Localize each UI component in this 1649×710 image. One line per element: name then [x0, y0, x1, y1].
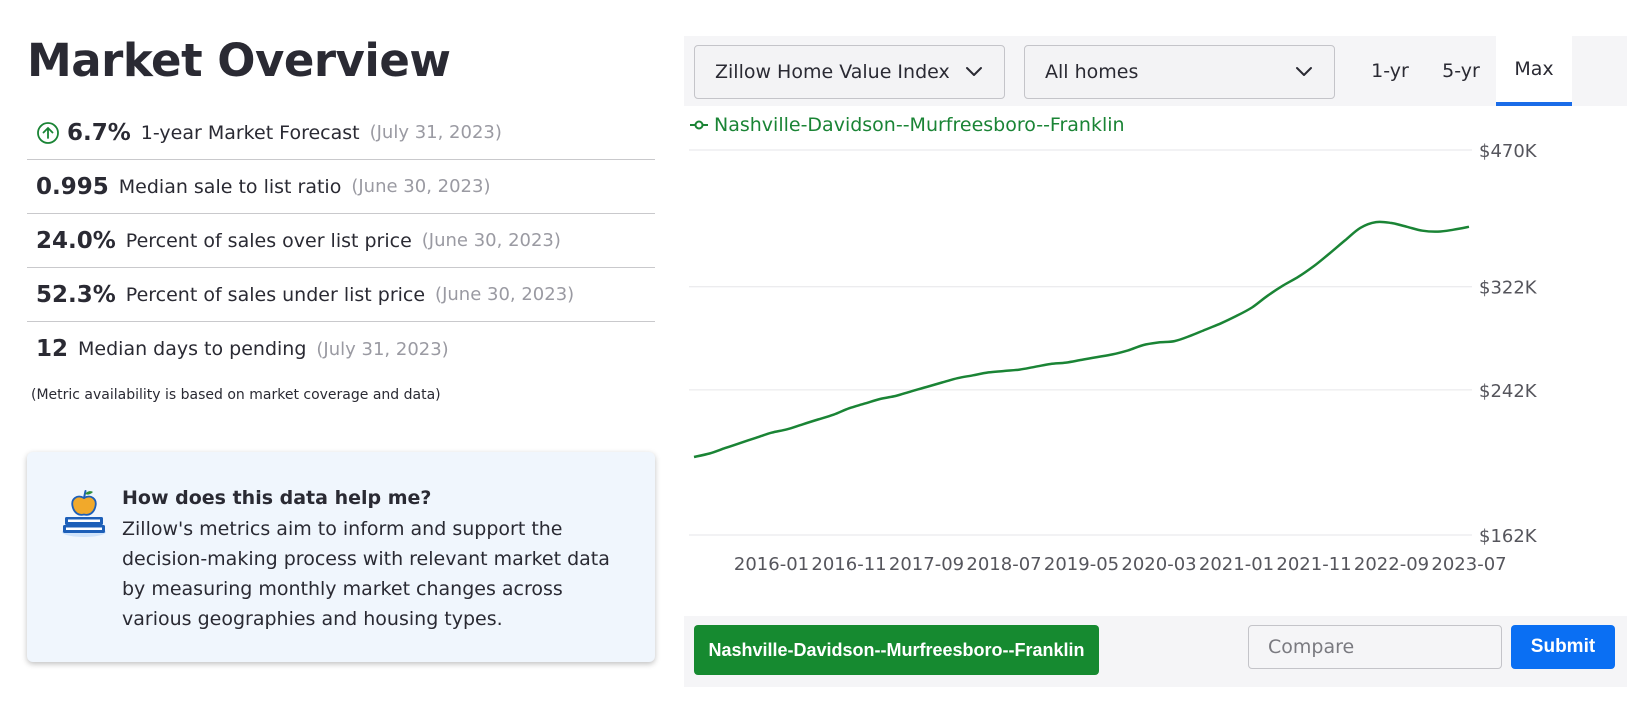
metric-label: Percent of sales under list price [125, 283, 426, 306]
help-title: How does this data help me? [122, 487, 432, 509]
metric-label: Median sale to list ratio [118, 175, 342, 198]
x-tick-label: 2020-03 [1121, 554, 1196, 575]
home-type-select[interactable]: All homes [1024, 45, 1335, 99]
home-value-line-chart: $162K $242K $322K $470K 2016-01 2016-11 2017-0… [689, 141, 1538, 575]
x-tick-label: 2016-01 [734, 554, 809, 575]
x-tick-label: 2023-07 [1431, 554, 1506, 575]
metric-label: Percent of sales over list price [125, 229, 412, 252]
metric-footnote: (Metric availability is based on market … [31, 387, 441, 403]
metric-value: 6.7% [67, 119, 131, 146]
apple-on-books-icon [62, 490, 106, 537]
metric-date: (July 31, 2023) [369, 122, 502, 143]
metric-row-under-list: 52.3% Percent of sales under list price … [27, 268, 655, 322]
metric-value: 12 [36, 336, 69, 362]
x-tick-label: 2021-01 [1199, 554, 1274, 575]
arrow-up-circle-icon [37, 121, 59, 144]
chevron-down-icon [966, 67, 982, 76]
series-line-0[interactable] [693, 220, 1470, 459]
metric-value: 0.995 [36, 173, 109, 200]
x-tick-label: 2016-11 [811, 554, 886, 575]
metrics-list: 6.7% 1-year Market Forecast (July 31, 20… [27, 106, 655, 376]
page-title: Market Overview [27, 34, 451, 87]
y-tick-label: $242K [1479, 381, 1538, 402]
metric-row-forecast: 6.7% 1-year Market Forecast (July 31, 20… [27, 106, 655, 160]
x-tick-label: 2017-09 [889, 554, 964, 575]
metric-select[interactable]: Zillow Home Value Index [694, 45, 1005, 99]
y-tick-label: $162K [1479, 526, 1538, 547]
compare-bar: Nashville-Davidson--Murfreesboro--Frankl… [684, 616, 1627, 687]
range-tab-5yr[interactable]: 5-yr [1442, 60, 1480, 82]
metric-select-value: Zillow Home Value Index [715, 61, 950, 83]
range-tab-max[interactable]: Max [1496, 36, 1572, 106]
chart-area: $162K $242K $322K $470K 2016-01 2016-11 2017-0… [684, 106, 1627, 616]
metric-label: 1-year Market Forecast [140, 121, 360, 144]
metric-value: 52.3% [36, 281, 116, 308]
metric-value: 24.0% [36, 227, 116, 254]
x-tick-label: 2022-09 [1354, 554, 1429, 575]
chart-legend[interactable]: Nashville-Davidson--Murfreesboro--Frankl… [690, 114, 1125, 136]
metric-label: Median days to pending [78, 338, 307, 360]
chevron-down-icon [1296, 67, 1312, 76]
legend-series-label: Nashville-Davidson--Murfreesboro--Frankl… [714, 114, 1125, 136]
chart-controls-bar: Zillow Home Value Index All homes 1-yr 5… [684, 36, 1627, 106]
metric-date: (June 30, 2023) [435, 284, 575, 305]
metric-row-sale-to-list: 0.995 Median sale to list ratio (June 30… [27, 160, 655, 214]
help-body: Zillow's metrics aim to inform and suppo… [122, 518, 610, 630]
compare-input[interactable] [1248, 625, 1502, 669]
help-card: How does this data help me? Zillow's met… [27, 452, 655, 662]
metric-row-days-to-pending: 12 Median days to pending (July 31, 2023… [27, 322, 655, 376]
x-tick-label: 2019-05 [1044, 554, 1119, 575]
x-tick-label: 2018-07 [966, 554, 1041, 575]
range-tab-1yr[interactable]: 1-yr [1371, 60, 1409, 82]
y-tick-label: $322K [1479, 278, 1538, 299]
submit-button[interactable]: Submit [1511, 625, 1615, 669]
chart-panel: Zillow Home Value Index All homes 1-yr 5… [684, 36, 1627, 687]
metric-date: (June 30, 2023) [421, 230, 561, 251]
region-chip[interactable]: Nashville-Davidson--Murfreesboro--Frankl… [694, 625, 1099, 675]
y-tick-label: $470K [1479, 141, 1538, 162]
home-type-select-value: All homes [1045, 61, 1139, 83]
metric-date: (July 31, 2023) [316, 338, 449, 360]
legend-series-icon [690, 120, 708, 130]
x-tick-label: 2021-11 [1276, 554, 1351, 575]
metric-date: (June 30, 2023) [351, 176, 491, 197]
metric-row-over-list: 24.0% Percent of sales over list price (… [27, 214, 655, 268]
